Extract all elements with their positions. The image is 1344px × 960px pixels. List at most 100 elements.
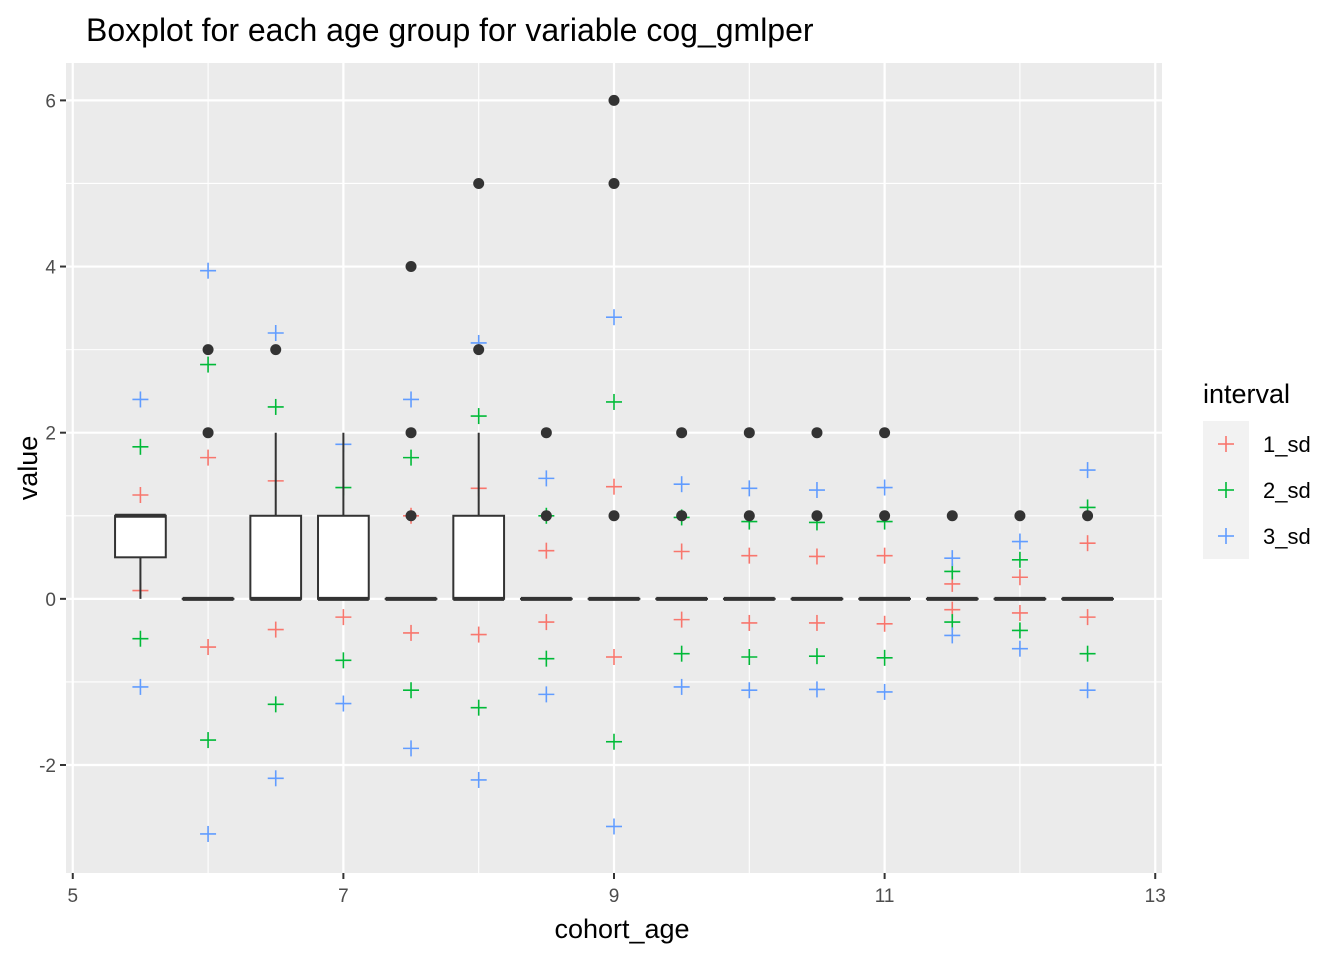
outlier-point — [608, 177, 620, 189]
box-group — [519, 427, 573, 601]
outlier-point — [879, 427, 891, 439]
outlier-point — [473, 344, 485, 356]
outlier-point — [743, 427, 755, 439]
interval-marker — [673, 543, 690, 560]
outlier-point — [473, 177, 485, 189]
box-group — [1061, 510, 1114, 601]
interval-marker — [132, 678, 149, 695]
interval-marker — [403, 624, 420, 641]
y-axis-ticks: -2 0 2 4 6 — [39, 91, 66, 777]
outlier-point — [270, 344, 282, 356]
chart-title: Boxplot for each age group for variable … — [86, 12, 814, 48]
interval-marker — [606, 649, 622, 665]
interval-marker — [673, 476, 690, 493]
interval-marker — [538, 470, 555, 487]
x-tick-label: 7 — [338, 886, 349, 907]
box-body — [114, 514, 167, 559]
interval-marker — [1079, 462, 1096, 479]
box-group — [114, 513, 167, 599]
y-tick-label: 2 — [45, 424, 56, 445]
y-tick-label: 6 — [45, 91, 56, 112]
interval-marker — [200, 449, 217, 466]
legend-entry-2_sd: 2_sd — [1203, 467, 1311, 513]
y-axis-title: value — [13, 436, 43, 501]
box-group — [384, 261, 438, 601]
legend: interval 1_sd 2_sd 3_sd — [1203, 379, 1311, 559]
interval-marker — [470, 408, 487, 425]
interval-marker — [538, 650, 555, 667]
interval-marker — [267, 621, 284, 638]
outlier-point — [608, 510, 620, 522]
interval-marker — [606, 733, 622, 750]
interval-marker — [200, 356, 217, 373]
interval-marker — [673, 678, 690, 695]
interval-marker — [876, 615, 893, 632]
box-group — [317, 432, 370, 601]
outlier-point — [202, 344, 214, 356]
interval-marker — [403, 682, 420, 699]
interval-marker — [470, 771, 487, 788]
interval-marker — [741, 682, 758, 699]
interval-marker — [944, 627, 961, 644]
interval-marker — [944, 550, 961, 567]
legend-label: 1_sd — [1263, 432, 1311, 457]
x-tick-label: 13 — [1145, 886, 1166, 907]
interval-marker — [200, 732, 217, 749]
interval-marker — [741, 480, 758, 497]
interval-marker — [673, 611, 690, 628]
box-body — [249, 514, 303, 600]
interval-marker — [403, 391, 420, 408]
interval-marker — [335, 695, 352, 712]
interval-marker — [538, 686, 555, 703]
interval-marker — [267, 696, 284, 713]
interval-marker — [808, 482, 825, 499]
box-group — [858, 427, 911, 601]
outlier-point — [946, 510, 958, 522]
interval-marker — [1079, 645, 1096, 662]
x-tick-label: 9 — [609, 886, 620, 907]
box-group — [249, 344, 303, 601]
interval-marker — [1079, 535, 1096, 552]
interval-marker — [267, 325, 284, 341]
interval-marker — [403, 449, 420, 466]
outlier-point — [405, 510, 417, 522]
outlier-point — [1082, 510, 1094, 522]
interval-marker — [1011, 640, 1028, 657]
legend-label: 2_sd — [1263, 478, 1311, 503]
interval-marker — [808, 548, 825, 565]
outlier-point — [608, 94, 620, 106]
box-group — [925, 510, 979, 601]
interval-marker — [741, 649, 758, 665]
interval-marker — [1079, 609, 1096, 626]
x-tick-label: 5 — [67, 886, 78, 907]
interval-marker — [132, 391, 149, 408]
interval-marker — [132, 438, 149, 455]
box-group — [181, 344, 235, 601]
box-group — [587, 94, 641, 601]
box-group — [722, 427, 776, 601]
outlier-point — [811, 510, 823, 522]
outlier-point — [879, 510, 891, 522]
interval-marker — [876, 547, 893, 564]
box-body — [317, 514, 370, 600]
outlier-point — [540, 427, 552, 439]
interval-marker — [335, 609, 352, 626]
interval-marker — [673, 645, 690, 662]
boxes — [114, 94, 1114, 601]
box-group — [790, 427, 844, 601]
interval-marker — [808, 648, 825, 665]
interval-marker — [200, 825, 217, 842]
interval-marker — [606, 309, 622, 326]
interval-marker — [267, 770, 284, 787]
box-group — [993, 510, 1047, 601]
y-tick-label: 4 — [45, 258, 56, 279]
outlier-point — [1014, 510, 1026, 522]
interval-marker — [470, 699, 487, 716]
interval-marker — [606, 818, 622, 835]
interval-marker — [606, 393, 622, 410]
interval-marker — [267, 398, 284, 415]
interval-marker — [808, 614, 825, 631]
interval-marker — [200, 262, 217, 279]
legend-entries: 1_sd 2_sd 3_sd — [1203, 421, 1311, 559]
x-axis-title: cohort_age — [554, 914, 689, 944]
